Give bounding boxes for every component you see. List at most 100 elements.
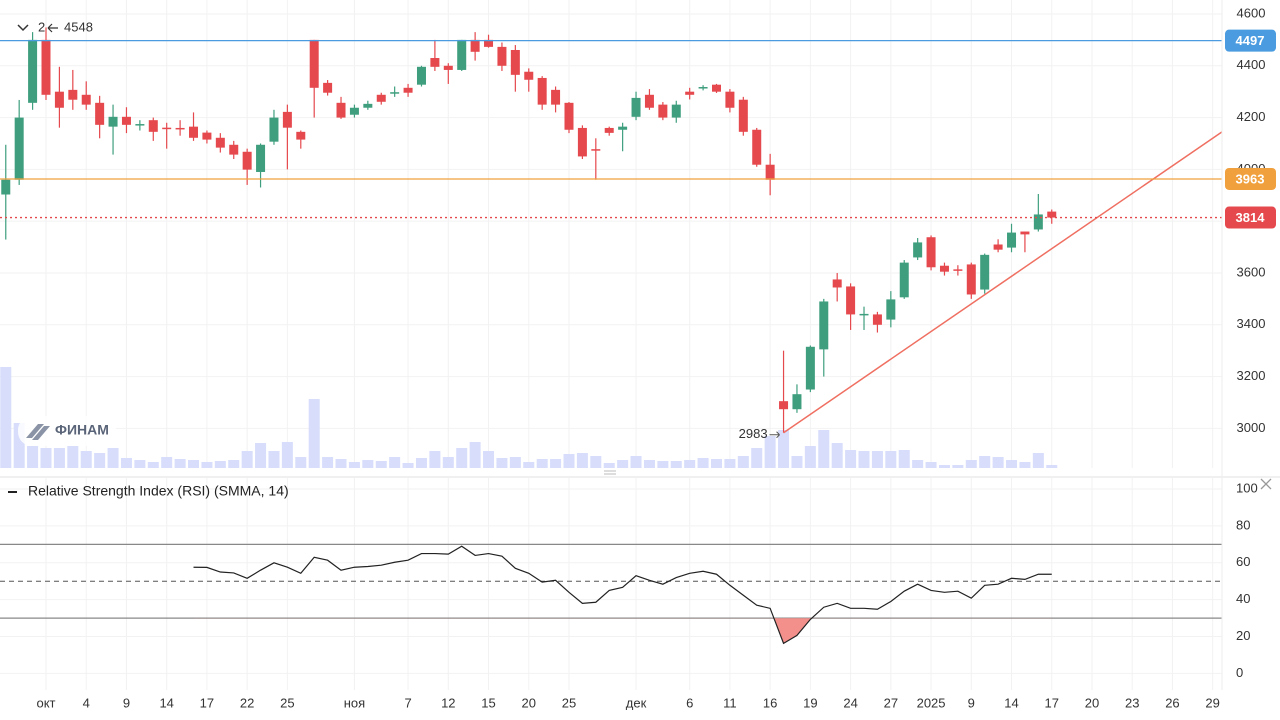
- volume-bar: [295, 457, 307, 468]
- candle-body: [363, 103, 373, 108]
- candle-body: [792, 394, 802, 410]
- candle-body: [470, 39, 480, 52]
- candle-body: [323, 82, 333, 93]
- candle-body: [859, 313, 869, 316]
- x-tick-label: 11: [723, 695, 737, 710]
- volume-bar: [697, 458, 709, 468]
- candle-body: [899, 262, 909, 298]
- candle-body: [604, 127, 614, 133]
- trendline: [783, 131, 1223, 434]
- volume-bar: [791, 456, 803, 468]
- volume-bar: [161, 457, 173, 468]
- candle-body: [1033, 214, 1043, 230]
- candle-body: [564, 102, 574, 130]
- price-tag-label: 3814: [1236, 210, 1266, 225]
- volume-bar: [724, 459, 736, 468]
- candle-body: [980, 254, 990, 290]
- x-tick-label: 25: [562, 695, 576, 710]
- y-tick-label: 3600: [1237, 264, 1266, 279]
- candle-body: [1020, 231, 1030, 235]
- volume-bar: [563, 454, 575, 468]
- volume-bar: [1019, 462, 1031, 468]
- volume-bar: [1006, 460, 1018, 468]
- volume-bar: [442, 457, 454, 468]
- volume-bar: [147, 462, 159, 468]
- volume-bar: [107, 448, 119, 468]
- volume-bar: [523, 462, 535, 468]
- candle-body: [872, 314, 882, 325]
- candle-body: [953, 269, 963, 271]
- volume-bar: [348, 462, 360, 468]
- volume-bar: [429, 451, 441, 468]
- y-tick-label: 4400: [1237, 57, 1266, 72]
- candle-body: [658, 104, 668, 118]
- candle-body: [95, 102, 105, 125]
- volume-bar: [885, 451, 897, 468]
- volume-bar: [174, 459, 186, 468]
- volume-bar: [241, 451, 253, 468]
- candle-body: [484, 39, 494, 47]
- candle-body: [189, 126, 199, 138]
- rsi-tick-label: 20: [1236, 628, 1250, 643]
- volume-bar: [40, 448, 52, 468]
- candle-body: [671, 104, 681, 118]
- volume-bar: [308, 399, 320, 468]
- price-tag-label: 4497: [1236, 33, 1265, 48]
- price-tag: [1225, 206, 1276, 229]
- volume-bar: [617, 460, 629, 468]
- volume-layer: [0, 367, 1058, 468]
- candle-body: [54, 91, 64, 108]
- volume-bar: [576, 453, 588, 468]
- candle-body: [14, 117, 24, 180]
- candle-body: [685, 91, 695, 95]
- candle-body: [712, 84, 721, 92]
- volume-bar: [550, 459, 562, 468]
- volume-bar: [711, 459, 722, 468]
- rsi-tick-label: 40: [1236, 591, 1250, 606]
- x-tick-label: 19: [803, 695, 817, 710]
- x-tick-label: 7: [404, 695, 411, 710]
- close-icon[interactable]: [1260, 478, 1272, 490]
- candle-body: [457, 39, 467, 70]
- candle-body: [229, 144, 239, 155]
- volume-bar: [80, 451, 92, 468]
- volume-bar: [322, 457, 334, 468]
- candle-body: [376, 94, 386, 102]
- x-tick-label: 24: [843, 695, 857, 710]
- volume-bar: [845, 450, 857, 468]
- volume-bar: [938, 465, 950, 468]
- candle-body: [551, 89, 561, 105]
- volume-bar: [67, 446, 79, 468]
- volume-bar: [214, 461, 226, 468]
- candle-body: [282, 111, 292, 128]
- volume-bar: [603, 463, 615, 468]
- candle-body: [644, 94, 654, 108]
- volume-bar: [1032, 453, 1044, 468]
- x-tick-label: 20: [522, 695, 536, 710]
- volume-bar: [778, 430, 790, 468]
- resize-handle[interactable]: [604, 470, 616, 475]
- collapse-chevron[interactable]: [17, 24, 29, 32]
- candle-body: [1007, 232, 1017, 248]
- candle-body: [832, 279, 842, 288]
- candle-body: [162, 127, 172, 130]
- y-tick-label: 3400: [1237, 316, 1266, 331]
- price-tag-label: 3963: [1236, 171, 1265, 186]
- rsi-tick-label: 0: [1236, 665, 1243, 680]
- x-tick-label: 25: [280, 695, 294, 710]
- volume-bar: [912, 460, 924, 468]
- volume-bar: [483, 451, 495, 468]
- candle-body: [202, 132, 212, 140]
- candle-body: [591, 149, 601, 151]
- candle-body: [349, 107, 359, 115]
- volume-bar: [496, 458, 508, 468]
- volume-bar: [335, 459, 347, 468]
- volume-bar: [389, 457, 401, 468]
- candle-body: [631, 97, 641, 117]
- high-arrow: [47, 23, 58, 33]
- candle-body: [886, 299, 896, 320]
- volume-bar: [643, 460, 655, 468]
- candle-body: [28, 39, 38, 103]
- candle-body: [1, 179, 11, 195]
- volume-bar: [27, 446, 39, 468]
